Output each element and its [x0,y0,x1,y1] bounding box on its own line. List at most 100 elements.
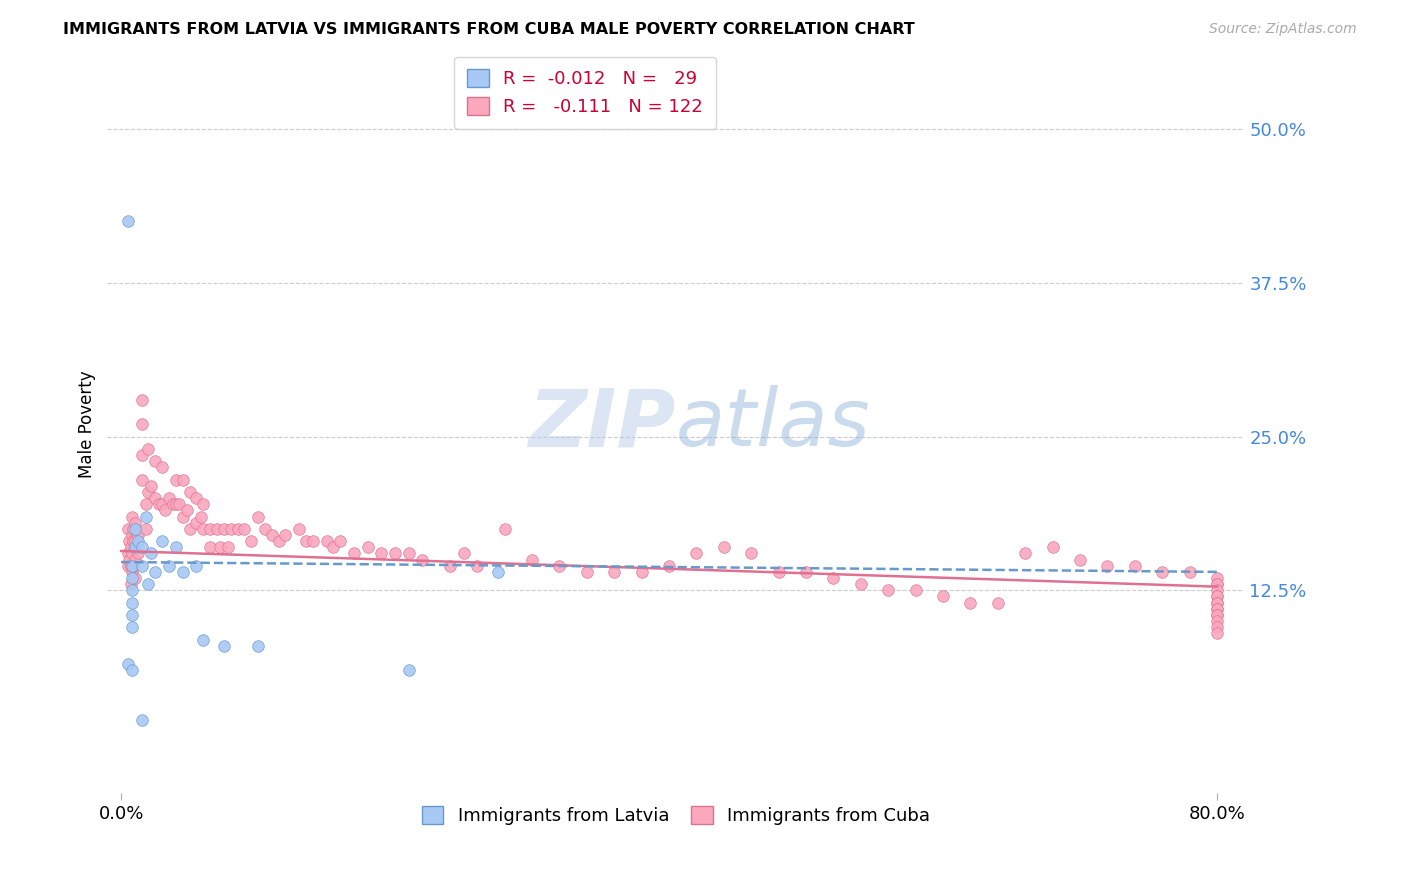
Point [212,639,235,653]
Point [253,522,276,536]
Point [1014,546,1036,560]
Point [208,541,231,555]
Point [148,497,170,511]
Point [150,534,173,549]
Point [165,473,187,487]
Point [302,534,325,549]
Point [165,497,187,511]
Point [1206,602,1229,616]
Point [1097,558,1119,573]
Point [1206,620,1229,634]
Point [1152,565,1174,579]
Point [322,541,344,555]
Point [124,552,146,566]
Point [131,558,153,573]
Point [1206,590,1229,604]
Point [127,546,149,560]
Point [1206,607,1229,622]
Point [877,583,900,598]
Point [494,522,516,536]
Point [190,509,212,524]
Point [1206,596,1229,610]
Point [117,546,139,560]
Point [131,448,153,462]
Point [118,534,141,549]
Point [121,596,143,610]
Point [179,484,201,499]
Point [117,214,139,228]
Point [219,522,242,536]
Point [267,534,290,549]
Point [1206,571,1229,585]
Point [1042,541,1064,555]
Point [172,565,194,579]
Point [157,491,180,505]
Point [186,516,208,530]
Point [740,546,762,560]
Point [356,541,378,555]
Point [121,607,143,622]
Legend: Immigrants from Latvia, Immigrants from Cuba: Immigrants from Latvia, Immigrants from … [411,796,941,836]
Point [138,484,160,499]
Point [329,534,352,549]
Point [370,546,392,560]
Point [904,583,927,598]
Point [131,473,153,487]
Point [131,713,153,727]
Point [198,541,221,555]
Point [1206,614,1229,628]
Point [117,522,139,536]
Point [122,534,145,549]
Point [138,442,160,456]
Point [179,522,201,536]
Point [121,663,143,677]
Point [548,558,571,573]
Point [193,632,215,647]
Point [343,546,366,560]
Point [141,546,163,560]
Point [1206,577,1229,591]
Y-axis label: Male Poverty: Male Poverty [79,370,96,478]
Text: IMMIGRANTS FROM LATVIA VS IMMIGRANTS FROM CUBA MALE POVERTY CORRELATION CHART: IMMIGRANTS FROM LATVIA VS IMMIGRANTS FRO… [63,22,915,37]
Point [131,541,153,555]
Point [959,596,981,610]
Point [384,546,406,560]
Point [295,534,318,549]
Point [685,546,707,560]
Point [439,558,461,573]
Point [121,571,143,585]
Point [124,522,146,536]
Point [398,546,420,560]
Point [122,558,145,573]
Point [124,534,146,549]
Point [1123,558,1146,573]
Point [217,541,239,555]
Point [165,541,187,555]
Point [274,528,297,542]
Point [1206,583,1229,598]
Point [117,657,139,672]
Point [143,565,166,579]
Point [486,565,509,579]
Text: atlas: atlas [676,385,870,463]
Point [186,558,208,573]
Point [932,590,955,604]
Point [143,491,166,505]
Point [124,541,146,555]
Point [465,558,488,573]
Point [131,417,153,432]
Point [1206,602,1229,616]
Text: Source: ZipAtlas.com: Source: ZipAtlas.com [1209,22,1357,37]
Point [1069,552,1091,566]
Point [212,522,235,536]
Text: ZIP: ZIP [529,385,676,463]
Point [143,454,166,468]
Point [315,534,337,549]
Point [398,663,420,677]
Point [135,497,157,511]
Point [167,497,190,511]
Point [823,571,845,585]
Point [150,497,173,511]
Point [122,522,145,536]
Point [240,534,263,549]
